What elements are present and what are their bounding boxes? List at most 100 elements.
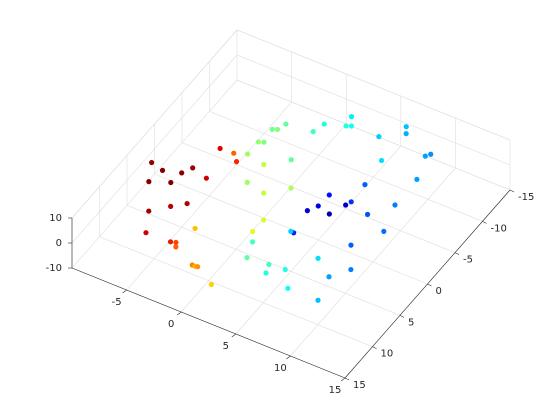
point [250, 228, 256, 235]
point [288, 185, 294, 191]
box-edge [236, 29, 511, 141]
point [315, 255, 321, 261]
grid-line [71, 79, 238, 269]
point [321, 121, 327, 127]
point [249, 239, 256, 245]
point [364, 211, 371, 217]
point [348, 123, 355, 129]
tick-mark [340, 377, 346, 382]
z-tick-label: 0 [56, 238, 62, 249]
grid-line [181, 142, 456, 253]
y-tick-label: 5 [408, 317, 414, 328]
grid-line [126, 205, 401, 316]
tick-mark [509, 189, 515, 193]
point [315, 297, 321, 303]
point [261, 190, 267, 196]
tick-mark [482, 221, 487, 224]
point [168, 203, 174, 209]
point [173, 244, 179, 250]
point [428, 151, 434, 157]
point [310, 129, 316, 135]
point [146, 179, 152, 185]
tick-mark [427, 283, 432, 287]
point [143, 230, 149, 236]
point [159, 167, 166, 173]
point [231, 150, 237, 156]
point [261, 217, 267, 223]
point [283, 121, 289, 127]
point [348, 199, 354, 205]
box-edge [71, 29, 238, 219]
point [343, 123, 349, 129]
grid-line [71, 54, 238, 244]
point [326, 211, 332, 217]
point [288, 228, 294, 234]
z-tick-label: -10 [46, 263, 62, 274]
point [190, 165, 196, 171]
grid-line [236, 54, 511, 166]
point [244, 255, 250, 261]
point [343, 202, 349, 208]
point [203, 175, 209, 181]
y-tick-label: 0 [436, 286, 442, 297]
point [261, 161, 267, 168]
y-tick-label: 10 [381, 349, 394, 360]
point [288, 157, 294, 163]
point [326, 274, 332, 280]
point [168, 179, 174, 186]
point [422, 153, 428, 159]
y-tick-label: -10 [491, 223, 507, 234]
point [326, 192, 332, 198]
point [217, 145, 223, 152]
point [282, 266, 288, 273]
point [255, 139, 261, 145]
point [392, 202, 398, 208]
point [304, 208, 310, 214]
x-tick-label: -5 [112, 297, 122, 308]
point [244, 179, 250, 185]
x-tick-label: 5 [223, 341, 229, 352]
point [362, 182, 368, 188]
point [263, 270, 269, 276]
x-tick-label: 0 [168, 319, 174, 330]
point [414, 176, 420, 182]
point [378, 157, 385, 164]
point [233, 159, 240, 165]
point [179, 170, 185, 176]
point [208, 281, 214, 288]
tick-mark [231, 333, 236, 338]
point [285, 285, 291, 291]
point [274, 126, 281, 133]
point [149, 159, 155, 166]
point [266, 261, 272, 268]
point [381, 228, 387, 234]
point [195, 264, 201, 270]
point [192, 225, 198, 232]
grid-line [209, 111, 483, 222]
z-tick-label: 10 [49, 213, 62, 224]
grid-line [99, 236, 373, 347]
point [403, 124, 409, 130]
x-tick-label: 10 [274, 363, 287, 374]
y-tick-label: -5 [463, 255, 473, 266]
tick-mark [177, 311, 182, 316]
point [261, 139, 267, 145]
point [348, 242, 354, 248]
tick-mark [286, 355, 291, 360]
tick-mark [122, 289, 127, 294]
point [167, 239, 174, 245]
tick-mark [399, 315, 405, 318]
point [184, 200, 190, 207]
point [315, 203, 321, 209]
point [403, 131, 409, 137]
point [348, 266, 354, 273]
axis-line [71, 267, 346, 379]
point [146, 208, 152, 214]
tick-mark [344, 377, 350, 381]
point [269, 126, 275, 132]
point [244, 151, 251, 157]
x-tick-label: 15 [329, 385, 342, 396]
y-tick-label: 15 [353, 380, 366, 391]
point [173, 239, 179, 246]
